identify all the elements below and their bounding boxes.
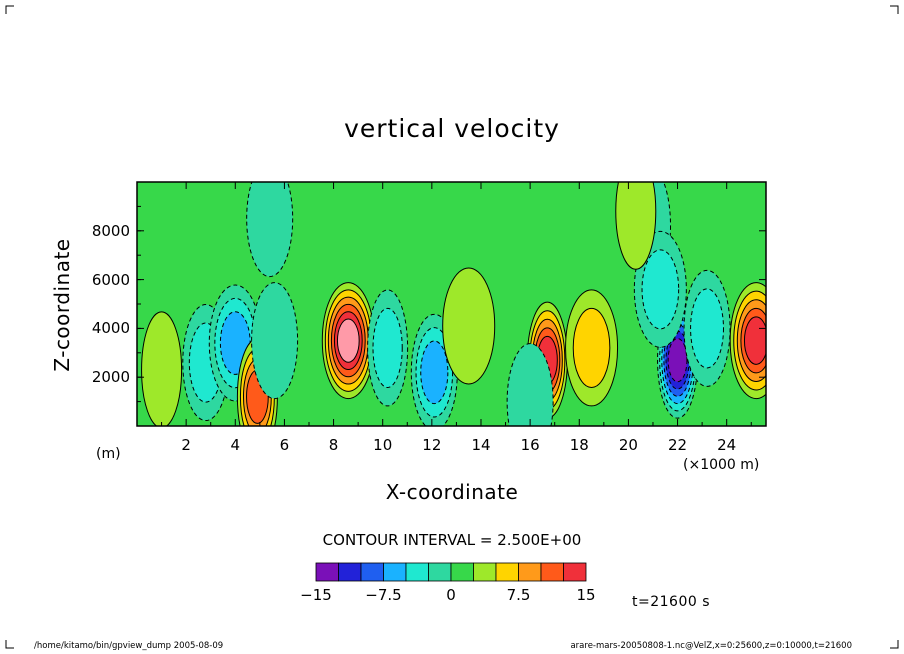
- contour-level: [246, 182, 294, 278]
- contour-level: [372, 307, 403, 388]
- velocity-cell: [410, 313, 458, 426]
- x-tick-label: 20: [618, 436, 638, 454]
- y-tick-label: 2000: [91, 368, 130, 387]
- colorbar-tick-label: −7.5: [365, 586, 402, 604]
- contour-level: [641, 249, 680, 330]
- velocity-cell: [321, 282, 375, 400]
- x-tick-label: 14: [471, 436, 491, 454]
- x-tick-label: 6: [279, 436, 290, 454]
- x-tick-label: 18: [569, 436, 589, 454]
- y-axis-unit: (m): [96, 446, 121, 462]
- colorbar-swatch: [428, 562, 452, 582]
- x-tick-marks: [161, 182, 752, 426]
- colorbar-swatch: [473, 562, 497, 582]
- contour-level: [251, 282, 299, 400]
- velocity-cell: [251, 282, 299, 400]
- colorbar-tick-label: 15: [576, 586, 596, 604]
- y-axis-label: Z-coordinate: [50, 238, 74, 372]
- colorbar-swatch: [495, 562, 519, 582]
- colorbar-swatch: [563, 562, 587, 582]
- velocity-cell: [615, 182, 657, 270]
- x-tick-label: 2: [181, 436, 191, 454]
- contour-level: [743, 316, 766, 365]
- contour-level: [615, 182, 657, 270]
- corner-marks: [5, 5, 899, 649]
- velocity-cell: [565, 289, 619, 407]
- x-axis-label: X-coordinate: [385, 480, 519, 504]
- contour-level: [667, 337, 688, 383]
- velocity-cell: [246, 182, 294, 278]
- colorbar-swatch: [338, 562, 362, 582]
- x-tick-label: 10: [373, 436, 393, 454]
- footer-path: /home/kitamo/bin/gpview_dump 2005-08-09: [34, 641, 224, 651]
- y-tick-label: 8000: [91, 221, 130, 240]
- contour-level: [141, 311, 183, 426]
- colorbar-swatch: [540, 562, 564, 582]
- velocity-cell: [729, 282, 766, 400]
- footer-dataset: arare-mars-20050808-1.nc@VelZ,x=0:25600,…: [570, 641, 852, 651]
- x-tick-label: 24: [717, 436, 737, 454]
- contour-level: [506, 343, 554, 426]
- velocity-cell: [633, 230, 687, 348]
- velocity-cell: [141, 311, 183, 426]
- contour-level: [420, 340, 449, 405]
- colorbar-swatch: [450, 562, 474, 582]
- contour-level: [442, 267, 496, 385]
- colorbar: [315, 562, 587, 582]
- velocity-cell: [506, 343, 554, 426]
- time-label: t=21600 s: [632, 594, 710, 610]
- colorbar-swatch: [405, 562, 429, 582]
- x-axis-unit: (×1000 m): [683, 457, 760, 473]
- velocity-cell: [367, 289, 409, 407]
- velocity-cell: [683, 269, 731, 387]
- colorbar-swatch: [360, 562, 384, 582]
- velocity-cell: [442, 267, 496, 385]
- colorbar-swatch: [518, 562, 542, 582]
- colorbar-tick-label: −15: [300, 586, 332, 604]
- contour-level: [572, 307, 611, 388]
- y-tick-label: 4000: [91, 319, 130, 338]
- y-tick-marks: [137, 205, 766, 403]
- colorbar-swatch: [383, 562, 407, 582]
- x-tick-label: 4: [230, 436, 241, 454]
- colorbar-tick-label: 0: [446, 586, 456, 604]
- contour-interval-label: CONTOUR INTERVAL = 2.500E+00: [322, 531, 582, 549]
- x-tick-label: 16: [520, 436, 540, 454]
- x-tick-label: 22: [668, 436, 688, 454]
- contour-level: [336, 318, 360, 363]
- colorbar-tick-label: 7.5: [506, 586, 531, 604]
- contour-level: [690, 288, 724, 369]
- x-tick-label: 12: [422, 436, 442, 454]
- y-tick-label: 6000: [91, 270, 130, 289]
- velocity-field: [137, 182, 766, 426]
- x-tick-label: 8: [328, 436, 339, 454]
- colorbar-swatch: [315, 562, 339, 582]
- chart-title: vertical velocity: [344, 114, 560, 143]
